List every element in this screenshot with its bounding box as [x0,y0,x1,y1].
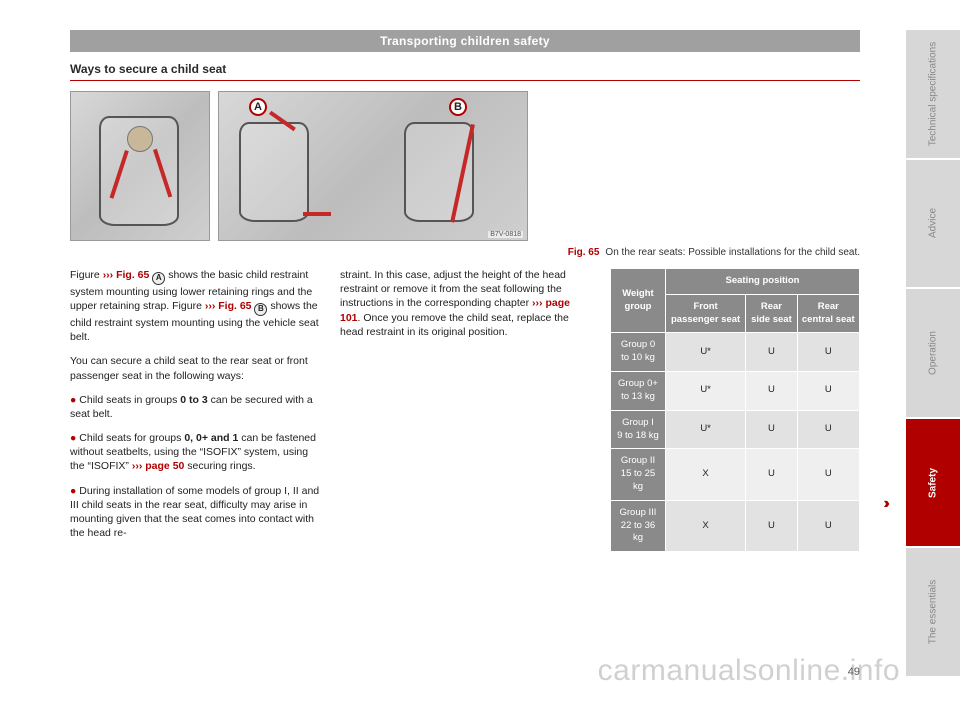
tab-label: Technical specifications [928,42,939,147]
table-row: Group II15 to 25 kgXUU [611,449,860,500]
tab-tech-specs[interactable]: Technical specifications [906,30,960,160]
fig-ref: ››› Fig. 65 [205,300,255,312]
text: . Once you remove the child seat, replac… [340,312,569,338]
th-seating-position: Seating position [665,269,859,295]
tab-essentials[interactable]: The essentials [906,548,960,678]
watermark: carmanualsonline.info [598,654,900,688]
side-tabs: Technical specifications Advice Operatio… [906,30,960,678]
figure-caption: Fig. 65 On the rear seats: Possible inst… [70,247,860,258]
cell-value: U [797,372,859,411]
figure-code: B7V-0818 [488,231,523,238]
cell-value: X [665,500,745,551]
figure-image-right: A B B7V-0818 [218,91,528,241]
column-1: Figure ››› Fig. 65 A shows the basic chi… [70,268,320,552]
seating-table: Weight group Seating position Front pass… [610,268,860,552]
child-head-shape [127,126,153,152]
th-weight-group: Weight group [611,269,666,333]
badge-ref-a: A [152,272,165,285]
cell-value: U [746,500,797,551]
paragraph: straint. In this case, adjust the height… [340,268,590,339]
figure-image-left [70,91,210,241]
paragraph: You can secure a child seat to the rear … [70,354,320,382]
text: Child seats in groups [79,394,180,406]
table-body: Group 0to 10 kgU*UUGroup 0+to 13 kgU*UUG… [611,333,860,552]
cell-value: U* [665,333,745,372]
text: Child seats for groups [79,432,184,444]
tab-label: Safety [928,468,939,498]
cell-value: U [797,333,859,372]
figure-block: A B B7V-0818 [70,91,860,241]
bullet: ● During installation of some models of … [70,484,320,541]
cell-weight-group: Group III22 to 36 kg [611,500,666,551]
body-columns: Figure ››› Fig. 65 A shows the basic chi… [70,268,860,552]
tab-advice[interactable]: Advice [906,160,960,290]
cell-value: U [797,449,859,500]
badge-ref-b: B [254,303,267,316]
cell-weight-group: Group I9 to 18 kg [611,410,666,449]
cell-weight-group: Group 0to 10 kg [611,333,666,372]
text: Figure [70,269,103,281]
th-rear-side: Rear side seat [746,294,797,333]
section-rule [70,80,860,81]
figure-caption-text: On the rear seats: Possible installation… [605,247,860,258]
tab-label: The essentials [928,580,939,644]
cell-weight-group: Group II15 to 25 kg [611,449,666,500]
cell-value: U [797,410,859,449]
figure-badge-b: B [449,98,467,116]
tab-safety[interactable]: Safety [906,419,960,549]
cell-value: U [746,410,797,449]
cell-value: U [797,500,859,551]
continue-arrows: ›› [883,493,886,515]
cell-value: U [746,372,797,411]
th-rear-central: Rear central seat [797,294,859,333]
bold: 0, 0+ and 1 [184,432,238,444]
figure-badge-a: A [249,98,267,116]
anchor-arrow [303,212,331,216]
bullet-dot: ● [70,432,76,444]
tab-label: Advice [928,208,939,238]
bullet: ● Child seats for groups 0, 0+ and 1 can… [70,431,320,474]
cell-value: X [665,449,745,500]
table-row: Group III22 to 36 kgXUU [611,500,860,551]
table-row: Group 0to 10 kgU*UU [611,333,860,372]
page-content: Transporting children safety Ways to sec… [70,30,860,678]
page-ref: ››› page 50 [132,460,185,472]
fig-ref: ››› Fig. 65 [103,269,153,281]
section-title: Ways to secure a child seat [70,62,860,76]
column-3: Weight group Seating position Front pass… [610,268,860,552]
bullet: ● Child seats in groups 0 to 3 can be se… [70,393,320,421]
text: securing rings. [187,460,255,472]
tab-label: Operation [928,331,939,375]
bold: 0 to 3 [180,394,207,406]
figure-number: Fig. 65 [568,247,600,258]
bullet-dot: ● [70,485,76,497]
paragraph: Figure ››› Fig. 65 A shows the basic chi… [70,268,320,344]
column-2: straint. In this case, adjust the height… [340,268,590,552]
table-row: Group I9 to 18 kgU*UU [611,410,860,449]
tab-operation[interactable]: Operation [906,289,960,419]
cell-value: U* [665,372,745,411]
cell-value: U* [665,410,745,449]
table-row: Group 0+to 13 kgU*UU [611,372,860,411]
child-seat-shape [239,122,309,222]
cell-weight-group: Group 0+to 13 kg [611,372,666,411]
cell-value: U [746,333,797,372]
cell-value: U [746,449,797,500]
bullet-dot: ● [70,394,76,406]
th-front: Front passenger seat [665,294,745,333]
chapter-header: Transporting children safety [70,30,860,52]
text: During installation of some models of gr… [70,485,319,540]
